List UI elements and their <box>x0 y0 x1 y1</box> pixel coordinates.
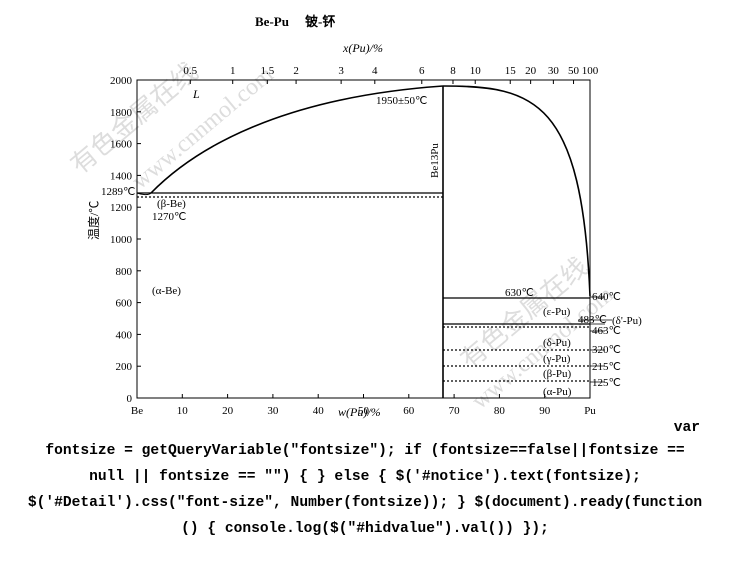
top-tick-label: 100 <box>582 65 599 77</box>
phase-label: (β-Be) <box>157 198 186 210</box>
annotation: 320℃ <box>592 344 621 356</box>
top-tick-label: 3 <box>338 65 344 77</box>
y-tick-label: 1600 <box>110 139 133 151</box>
watermark-text: www.cnnmol.com <box>127 61 279 194</box>
y-tick-label: 200 <box>116 361 133 373</box>
phase-label: (α-Pu) <box>543 386 572 398</box>
title: Be-Pu <box>255 14 289 29</box>
leader-lines <box>590 296 605 383</box>
phase-label: L <box>192 87 200 101</box>
x-tick-label: 50 <box>358 405 370 417</box>
annotation: 125℃ <box>592 377 621 389</box>
top-tick-label: 8 <box>450 65 456 77</box>
x-tick-label: 30 <box>267 405 279 417</box>
phase-label: (δ'-Pu) <box>612 315 642 327</box>
y-tick-label: 0 <box>127 393 133 405</box>
element-label: Be <box>131 405 143 417</box>
annotation: 463℃ <box>592 325 621 337</box>
code-line: () { console.log($("#hidvalue").val()) }… <box>181 521 549 537</box>
annotation: 483℃ <box>578 314 607 326</box>
annotation: 1950±50℃ <box>376 95 427 107</box>
top-tick-label: 1.5 <box>260 65 274 77</box>
code-line: var <box>673 420 700 436</box>
y-tick-label: 800 <box>116 266 133 278</box>
top-axis-label: x(Pu)/% <box>342 41 383 55</box>
y-axis-label: 温度/℃ <box>86 201 101 240</box>
x-tick-label: 20 <box>222 405 234 417</box>
bottom-axis-label: w(Pu)/% <box>338 405 381 419</box>
annotation: 215℃ <box>592 361 621 373</box>
top-tick-label: 50 <box>568 65 580 77</box>
x-tick-label: 10 <box>177 405 189 417</box>
element-label: Pu <box>584 405 596 417</box>
y-tick-label: 2000 <box>110 75 133 87</box>
code-line: null || fontsize == "") { } else { $('#n… <box>89 469 641 485</box>
phase-label: (β-Pu) <box>543 368 572 380</box>
phase-label: (γ-Pu) <box>543 353 571 365</box>
liquidus-left <box>150 85 444 194</box>
phase-lines <box>136 85 612 398</box>
phase-diagram: 有色金属在线 www.cnnmol.com 有色金属在线 www.cnnmol.… <box>65 14 642 419</box>
top-tick-label: 2 <box>293 65 299 77</box>
y-tick-label: 1800 <box>110 107 133 119</box>
be-solvus <box>136 192 152 196</box>
phase-label: (δ-Pu) <box>543 337 571 349</box>
phase-label: (α-Be) <box>152 285 181 297</box>
phase-label: (ε-Pu) <box>543 306 571 318</box>
code-line: fontsize = getQueryVariable("fontsize");… <box>45 443 685 459</box>
annotation: 1270℃ <box>152 211 186 223</box>
x-tick-label: 40 <box>313 405 325 417</box>
annotation: 1289℃ <box>101 186 135 198</box>
x-tick-label: 80 <box>494 405 506 417</box>
top-tick-label: 6 <box>419 65 425 77</box>
annotation: 640℃ <box>592 291 621 303</box>
y-tick-label: 1400 <box>110 170 133 182</box>
top-tick-label: 20 <box>525 65 537 77</box>
liquidus-right <box>442 85 591 297</box>
x-tick-label: 70 <box>449 405 461 417</box>
top-tick-label: 15 <box>505 65 517 77</box>
top-tick-label: 4 <box>372 65 378 77</box>
y-tick-label: 1200 <box>110 202 133 214</box>
phase-label: Be13Pu <box>429 143 441 178</box>
x-tick-label: 90 <box>539 405 551 417</box>
top-tick-label: 0.5 <box>183 65 197 77</box>
code-line: $('#Detail').css("font-size", Number(fon… <box>27 495 703 511</box>
top-tick-label: 1 <box>230 65 236 77</box>
y-tick-label: 400 <box>116 329 133 341</box>
top-tick-label: 30 <box>548 65 560 77</box>
top-tick-label: 10 <box>470 65 482 77</box>
title-cn: 铍-钚 <box>305 14 335 29</box>
y-tick-label: 600 <box>116 298 133 310</box>
watermark: 有色金属在线 www.cnnmol.com 有色金属在线 www.cnnmol.… <box>65 57 619 415</box>
y-tick-label: 1000 <box>110 234 133 246</box>
annotation: 630℃ <box>505 287 534 299</box>
x-tick-label: 60 <box>403 405 415 417</box>
